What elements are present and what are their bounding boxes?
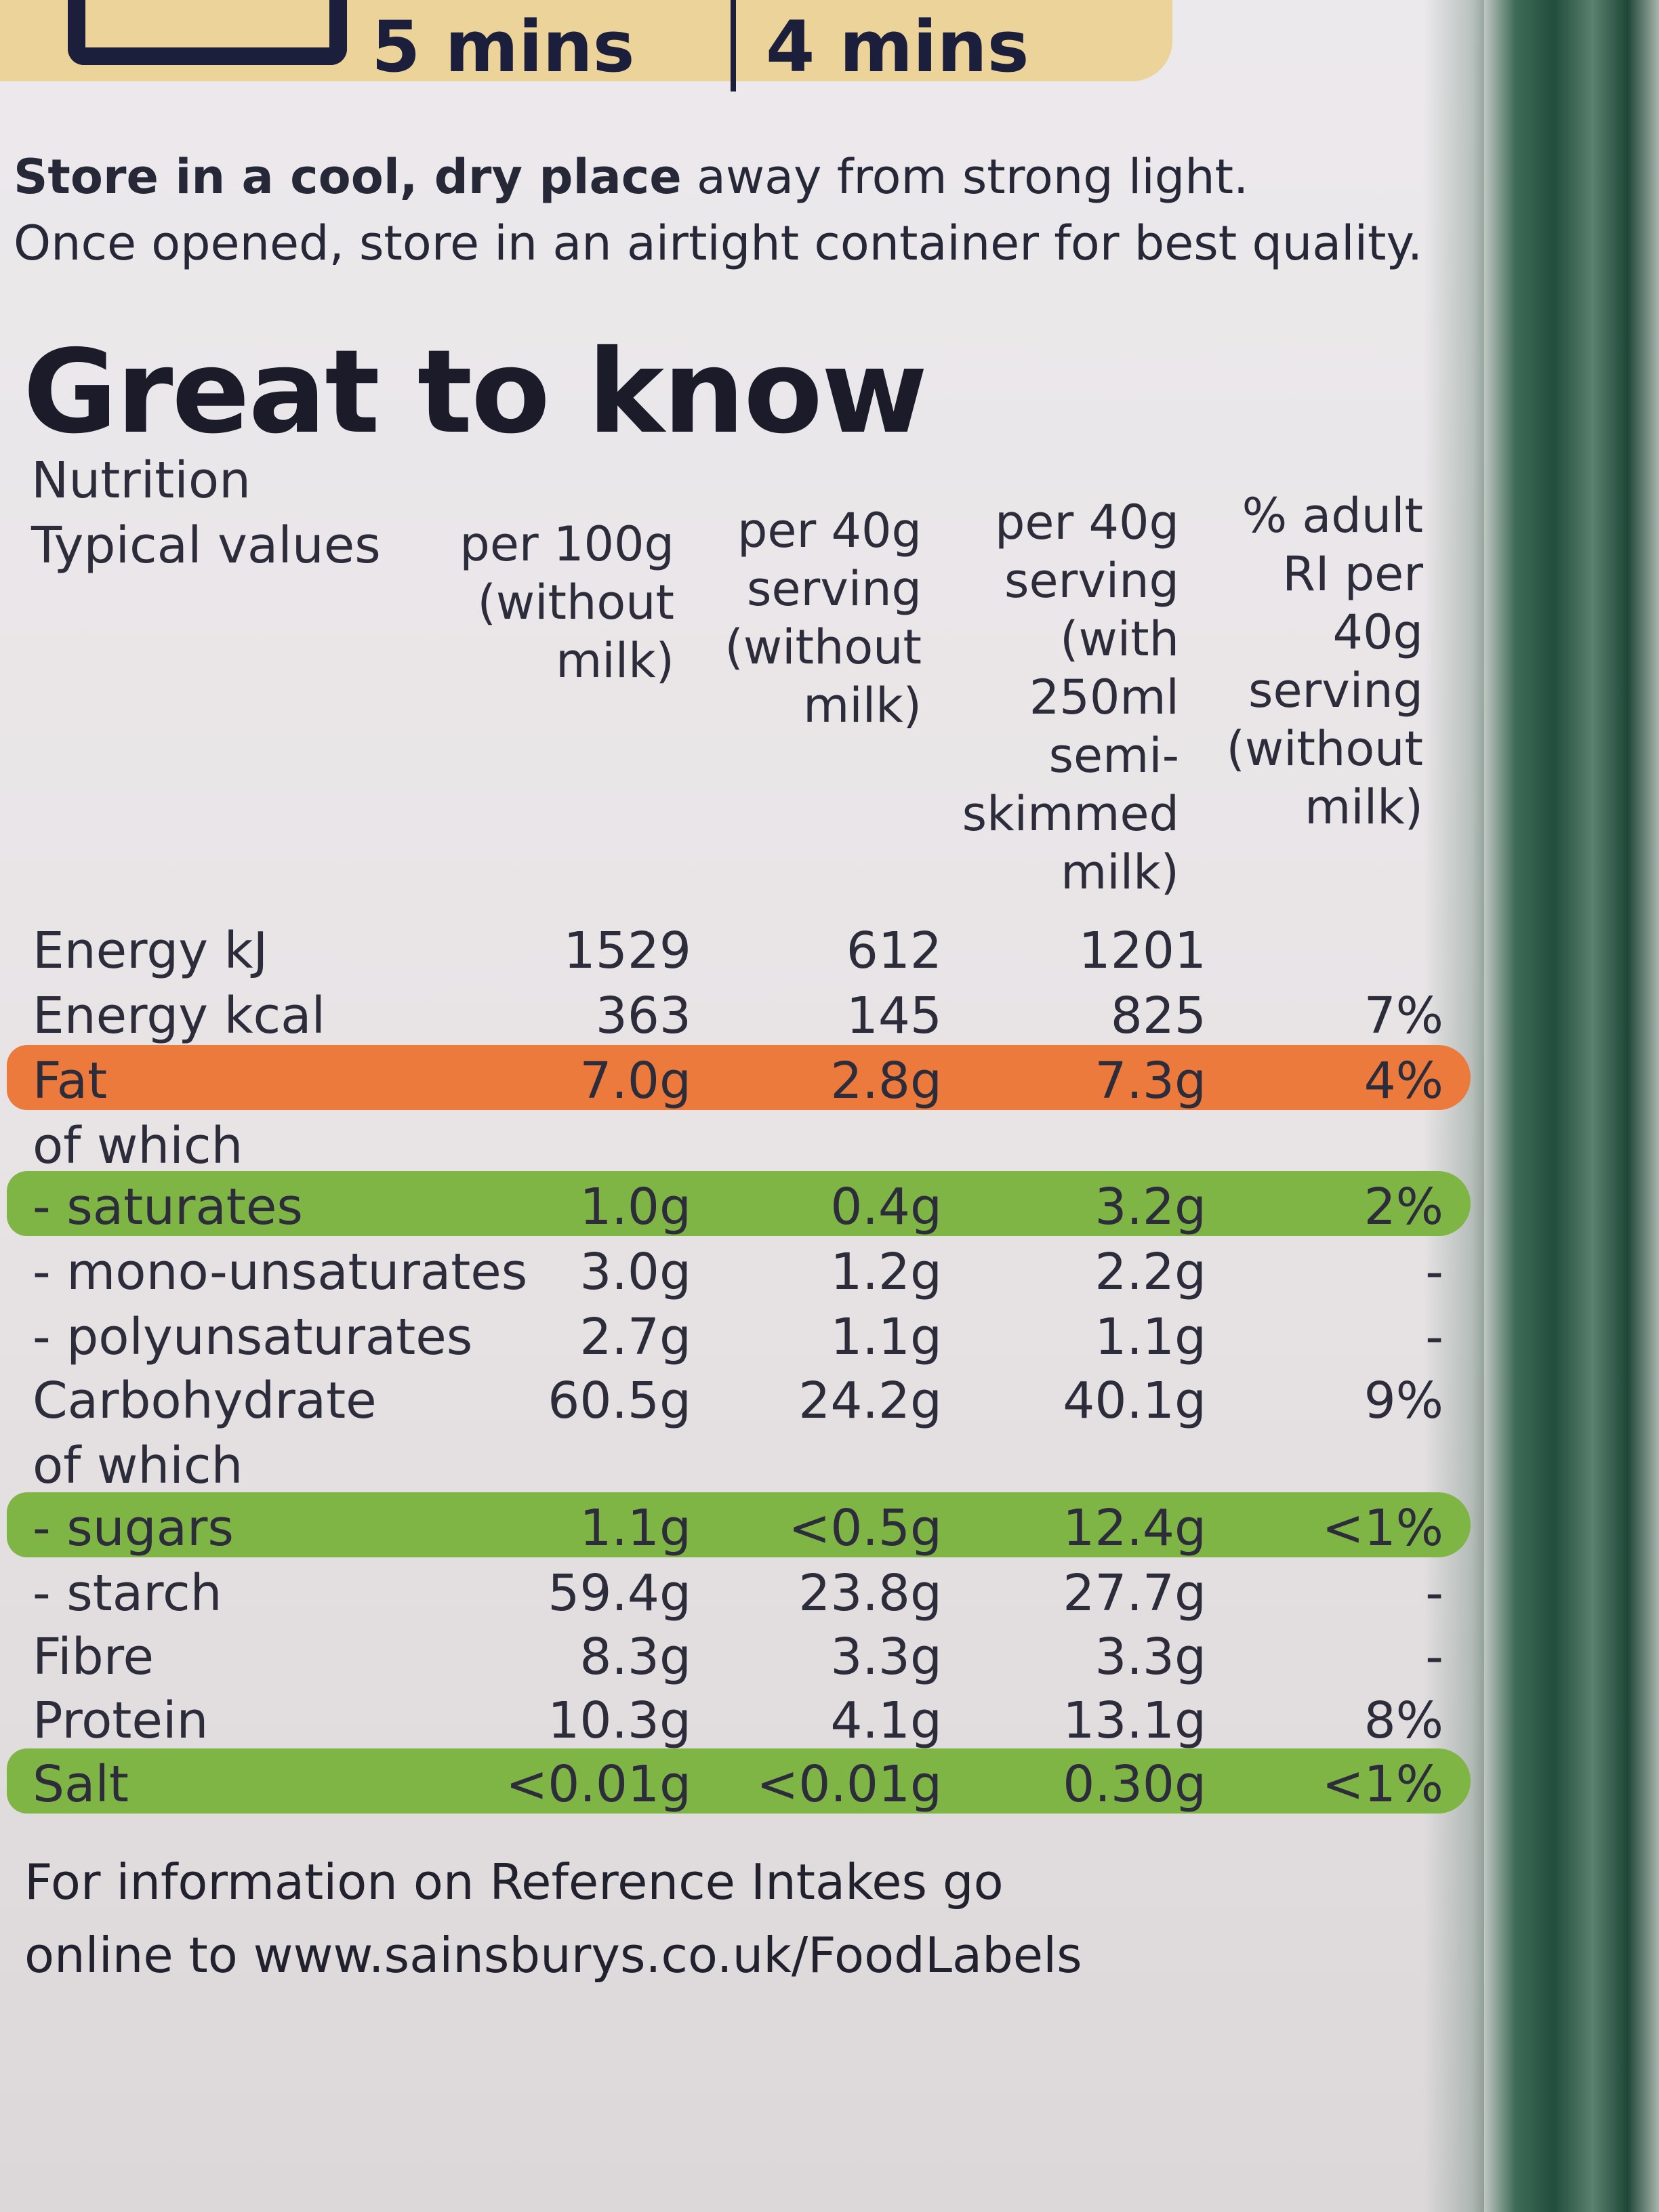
column-header-per-40g-with-milk: per 40g serving (with 250ml semi- skimme… xyxy=(962,495,1179,900)
row-value: 7% xyxy=(1364,987,1443,1045)
row-label: - starch xyxy=(33,1564,222,1622)
section-heading: Great to know xyxy=(23,325,928,459)
column-header-per-100g: per 100g (without milk) xyxy=(459,516,674,689)
row-label: Fat xyxy=(33,1052,108,1110)
row-value: - xyxy=(1425,1564,1443,1622)
table-title: Nutrition xyxy=(31,451,251,510)
row-label: - mono-unsaturates xyxy=(33,1243,528,1301)
row-label: Protein xyxy=(33,1692,209,1750)
row-value: 0.30g xyxy=(1063,1755,1206,1814)
row-value: 9% xyxy=(1364,1372,1443,1430)
row-label: - sugars xyxy=(33,1499,234,1557)
row-value: 1.1g xyxy=(579,1499,691,1557)
row-value: 2.2g xyxy=(1094,1243,1206,1301)
row-value: - xyxy=(1425,1243,1443,1301)
row-value: 363 xyxy=(595,987,691,1045)
row-value: 825 xyxy=(1110,987,1206,1045)
row-value: 145 xyxy=(846,987,942,1045)
row-value: <0.01g xyxy=(756,1755,942,1814)
highlight-band xyxy=(7,1748,1471,1814)
row-value: 3.3g xyxy=(830,1628,942,1686)
row-value: 27.7g xyxy=(1063,1564,1206,1622)
row-value: 4% xyxy=(1364,1052,1443,1110)
row-value: 60.5g xyxy=(548,1372,691,1430)
row-label: - polyunsaturates xyxy=(33,1308,473,1366)
footer-line-1: For information on Reference Intakes go xyxy=(24,1853,1004,1910)
footer-line-2: online to www.sainsburys.co.uk/FoodLabel… xyxy=(24,1927,1082,1984)
row-value: 1.1g xyxy=(1094,1308,1206,1366)
highlight-band xyxy=(7,1171,1471,1236)
row-value: <1% xyxy=(1322,1499,1443,1557)
cooking-time-2: 4 mins xyxy=(766,5,1029,88)
cooking-divider xyxy=(731,0,736,91)
row-value: 1529 xyxy=(563,922,691,980)
row-value: 24.2g xyxy=(798,1372,942,1430)
highlight-band xyxy=(7,1045,1471,1110)
row-value: 40.1g xyxy=(1063,1372,1206,1430)
cooking-instructions-box xyxy=(0,0,1172,81)
row-value: 3.2g xyxy=(1094,1178,1206,1236)
row-value: 612 xyxy=(846,922,942,980)
row-value: - xyxy=(1425,1308,1443,1366)
row-value: - xyxy=(1425,1628,1443,1686)
row-value: 3.3g xyxy=(1094,1628,1206,1686)
row-value: 8% xyxy=(1364,1692,1443,1750)
row-value: <0.5g xyxy=(788,1499,942,1557)
row-value: 1.2g xyxy=(830,1243,942,1301)
package-green-edge xyxy=(1484,0,1659,2212)
storage-line-1: Store in a cool, dry place away from str… xyxy=(14,149,1248,205)
cooking-time-1: 5 mins xyxy=(371,5,635,88)
storage-line-2: Once opened, store in an airtight contai… xyxy=(14,216,1423,271)
column-header-ri: % adult RI per 40g serving (without milk… xyxy=(1226,488,1423,835)
row-label: of which xyxy=(33,1437,243,1495)
highlight-band xyxy=(7,1492,1471,1557)
row-value: 4.1g xyxy=(830,1692,942,1750)
row-value: 8.3g xyxy=(579,1628,691,1686)
row-value: 59.4g xyxy=(548,1564,691,1622)
row-value: 12.4g xyxy=(1063,1499,1206,1557)
nutrition-label-panel: 5 mins 4 mins Store in a cool, dry place… xyxy=(0,0,1511,2212)
column-header-per-40g: per 40g serving (without milk) xyxy=(724,503,922,733)
row-value: 0.4g xyxy=(830,1178,942,1236)
row-value: 1201 xyxy=(1078,922,1206,980)
row-value: 3.0g xyxy=(579,1243,691,1301)
row-label: Fibre xyxy=(33,1628,155,1686)
row-value: 2.7g xyxy=(579,1308,691,1366)
row-value: 7.0g xyxy=(579,1052,691,1110)
row-label: of which xyxy=(33,1117,243,1175)
row-value: 1.0g xyxy=(579,1178,691,1236)
row-value: <0.01g xyxy=(506,1755,691,1814)
storage-rest: away from strong light. xyxy=(681,149,1249,205)
row-value: 2.8g xyxy=(830,1052,942,1110)
table-subtitle: Typical values xyxy=(31,516,381,575)
storage-bold: Store in a cool, dry place xyxy=(14,149,682,205)
row-value: 23.8g xyxy=(798,1564,942,1622)
row-value: 7.3g xyxy=(1094,1052,1206,1110)
row-label: Salt xyxy=(33,1755,129,1814)
row-value: <1% xyxy=(1322,1755,1443,1814)
row-value: 10.3g xyxy=(548,1692,691,1750)
row-value: 2% xyxy=(1364,1178,1443,1236)
row-value: 1.1g xyxy=(830,1308,942,1366)
microwave-icon xyxy=(68,0,347,65)
row-label: Energy kcal xyxy=(33,987,326,1045)
row-label: Carbohydrate xyxy=(33,1372,377,1430)
row-label: - saturates xyxy=(33,1178,303,1236)
row-value: 13.1g xyxy=(1063,1692,1206,1750)
row-label: Energy kJ xyxy=(33,922,268,980)
